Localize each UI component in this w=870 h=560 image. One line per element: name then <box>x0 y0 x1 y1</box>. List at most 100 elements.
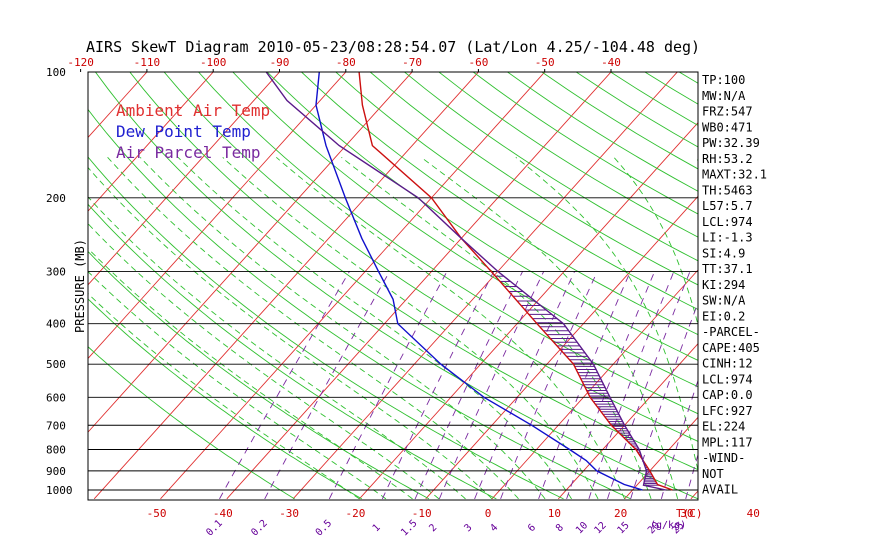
grid-lines <box>0 53 870 500</box>
index-entry: LI:-1.3 <box>702 231 753 245</box>
mixing-ratio-label: 0.5 <box>314 518 335 539</box>
mixing-ratio-line <box>264 271 391 500</box>
top-temp-tick-label: -50 <box>535 56 555 69</box>
dry-adiabat <box>197 72 698 415</box>
index-entry: CAP:0.0 <box>702 388 753 402</box>
index-entry: FRZ:547 <box>702 105 753 119</box>
bottom-temp-tick-label: -10 <box>412 507 432 520</box>
mixing-ratio-label: 1 <box>371 522 383 534</box>
dry-adiabat <box>849 53 870 499</box>
ambient-temp-line <box>358 72 673 491</box>
dry-adiabat <box>300 72 698 336</box>
index-entry: EI:0.2 <box>702 309 745 323</box>
index-entry: KI:294 <box>702 278 745 292</box>
dry-adiabat <box>88 108 631 500</box>
pressure-tick-label: 500 <box>46 358 66 371</box>
axis-labels: 1002003004005006007008009001000PRESSURE … <box>46 56 760 539</box>
mixing-ratio-line <box>660 379 698 500</box>
bottom-temp-tick-label: -30 <box>279 507 299 520</box>
index-entry: MW:N/A <box>702 89 746 103</box>
index-entry: NOT <box>702 467 724 481</box>
mixing-ratio-line <box>328 271 448 500</box>
isotherm <box>292 72 678 500</box>
index-entry: CAPE:405 <box>702 341 760 355</box>
index-entry: TP:100 <box>702 73 745 87</box>
moist-adiabat <box>515 156 698 473</box>
pressure-tick-label: 700 <box>46 419 66 432</box>
index-entry: LCL:974 <box>702 372 753 386</box>
bottom-temp-tick-label: -20 <box>345 507 365 520</box>
mixing-ratio-line <box>607 271 691 500</box>
isotherm <box>88 72 148 139</box>
dry-adiabat <box>266 72 698 361</box>
index-entry: -WIND- <box>702 451 745 465</box>
index-entry: L57:5.7 <box>702 199 753 213</box>
index-entry: SI:4.9 <box>702 246 745 260</box>
index-entry: TH:5463 <box>702 183 753 197</box>
dry-adiabat <box>129 72 698 471</box>
mixing-ratio-label: 12 <box>592 520 608 536</box>
parcel-line <box>265 72 666 491</box>
dry-adiabat <box>403 72 698 262</box>
isotherm <box>88 72 347 360</box>
index-entry: RH:53.2 <box>702 152 753 166</box>
top-temp-tick-label: -40 <box>601 56 621 69</box>
bottom-temp-tick-label: -40 <box>213 507 233 520</box>
legend-entry: Ambient Air Temp <box>116 101 270 120</box>
index-entry: MPL:117 <box>702 435 753 449</box>
mixing-ratio-label: 0.2 <box>249 518 270 539</box>
dry-adiabat <box>88 250 430 500</box>
isotherm <box>624 416 698 500</box>
isotherm <box>88 72 413 433</box>
mixing-ratio-line <box>566 271 656 500</box>
moist-adiabat <box>88 270 387 500</box>
bottom-temp-tick-label: 30 <box>680 507 693 520</box>
index-entry: -PARCEL- <box>702 325 760 339</box>
y-axis-label: PRESSURE (MB) <box>73 239 87 333</box>
top-temp-tick-label: -100 <box>200 56 227 69</box>
legend-entry: Air Parcel Temp <box>116 143 261 162</box>
x-axis-label: T(C) <box>676 507 703 520</box>
chart-title: AIRS SkewT Diagram 2010-05-23/08:28:54.0… <box>86 38 700 56</box>
isotherm <box>88 72 214 212</box>
moist-adiabat <box>139 156 546 500</box>
plot-frame <box>87 71 699 501</box>
top-temp-tick-label: -80 <box>336 56 356 69</box>
mixing-ratio-label: 6 <box>526 522 538 534</box>
dry-adiabat <box>232 72 698 388</box>
moist-adiabat <box>276 156 626 500</box>
index-entry: EL:224 <box>702 420 745 434</box>
mixing-ratio-label: 2 <box>427 522 439 534</box>
isotherm <box>359 121 698 500</box>
top-temp-tick-label: -90 <box>270 56 290 69</box>
pressure-tick-label: 200 <box>46 192 66 205</box>
isotherm <box>93 72 480 500</box>
isotherm <box>160 72 546 500</box>
bottom-temp-tick-label: 40 <box>747 507 760 520</box>
top-temp-tick-label: -70 <box>402 56 422 69</box>
index-entry: LCL:974 <box>702 215 753 229</box>
isotherm <box>0 53 32 499</box>
dry-adiabat <box>782 53 870 499</box>
index-entry: SW:N/A <box>702 294 746 308</box>
moist-adiabat <box>420 156 679 500</box>
index-entry: WB0:471 <box>702 120 753 134</box>
pressure-tick-label: 400 <box>46 318 66 331</box>
bottom-temp-tick-label: -50 <box>147 507 167 520</box>
mixing-ratio-label: 8 <box>554 522 566 534</box>
isotherm <box>88 72 281 286</box>
dry-adiabat <box>88 203 497 500</box>
bottom-temp-tick-label: 0 <box>485 507 492 520</box>
index-entry: MAXT:32.1 <box>702 168 767 182</box>
dry-adiabat <box>472 72 698 215</box>
isotherm <box>824 53 870 499</box>
dry-adiabat <box>88 346 295 500</box>
isotherm <box>757 53 870 499</box>
isotherm <box>226 72 612 500</box>
bottom-temp-tick-label: 20 <box>614 507 627 520</box>
dry-adiabat <box>94 72 698 500</box>
isobars <box>88 197 698 491</box>
dry-adiabat <box>369 72 698 286</box>
